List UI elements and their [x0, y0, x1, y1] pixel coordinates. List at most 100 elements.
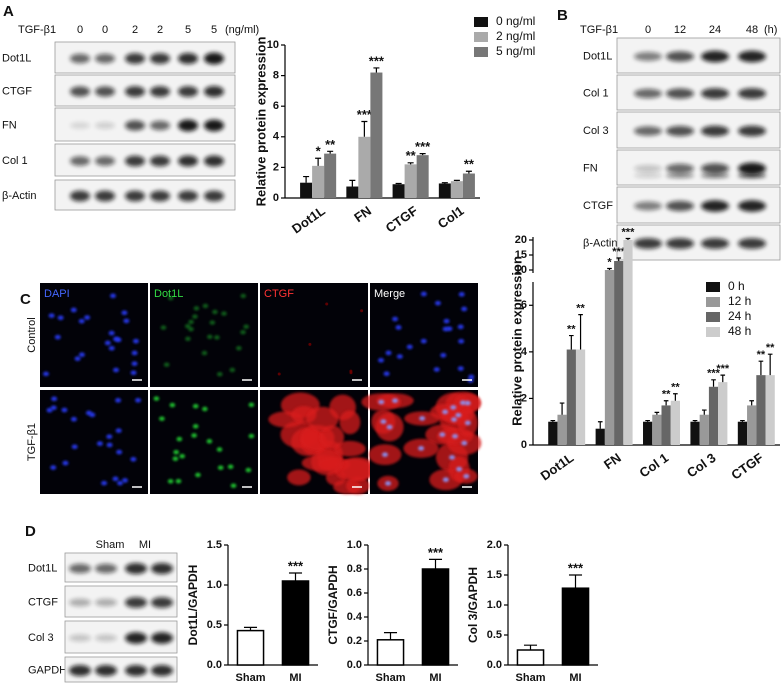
nucleus	[130, 456, 137, 462]
group-label: Sham	[96, 539, 125, 551]
nucleus	[50, 405, 57, 411]
bar	[392, 184, 405, 198]
nucleus	[392, 316, 399, 322]
nucleus	[104, 340, 111, 346]
nucleus	[386, 424, 393, 430]
nucleus	[451, 417, 458, 422]
error-bar	[315, 157, 322, 166]
blot-band	[634, 88, 662, 99]
error-bar	[758, 360, 764, 376]
nucleus	[131, 350, 138, 356]
x-tick-label: Col 3	[684, 450, 719, 481]
ctgf-stain	[311, 448, 343, 476]
x-tick-label: MI	[429, 672, 441, 684]
y-tick-label: 1.0	[207, 579, 222, 591]
blot-band	[701, 163, 729, 174]
blot-band	[666, 173, 694, 178]
significance: ***	[357, 107, 373, 122]
nucleus	[383, 371, 390, 377]
nucleus	[135, 397, 142, 403]
significance: ***	[612, 246, 626, 258]
nucleus	[61, 407, 68, 413]
dot1l-stain	[192, 314, 198, 319]
dot1l-stain	[195, 472, 201, 478]
y-axis-label: Col 3/GAPDH	[466, 567, 480, 643]
nucleus	[115, 337, 122, 343]
error-bar	[568, 574, 583, 589]
panel-letter: C	[20, 291, 31, 308]
nucleus	[420, 291, 427, 297]
error-bar	[395, 182, 402, 185]
nucleus	[381, 452, 388, 457]
blot-band	[204, 190, 224, 202]
bar	[416, 155, 429, 198]
blot-band	[701, 50, 729, 63]
treatment-label: TGF-β1	[18, 24, 56, 36]
dot1l-stain	[230, 483, 237, 488]
x-tick-label: Sham	[376, 672, 406, 684]
y-tick-label: 2	[273, 161, 279, 173]
dot1l-stain	[227, 464, 234, 469]
dot1l-stain	[245, 467, 252, 473]
dot1l-stain	[179, 453, 185, 459]
nucleus	[123, 318, 130, 324]
nucleus	[48, 313, 55, 318]
dot1l-stain	[167, 479, 174, 484]
bar	[300, 182, 313, 198]
bar	[462, 173, 475, 198]
nucleus	[385, 350, 392, 356]
y-axis-label: CTGF/GAPDH	[326, 565, 340, 644]
legend-label: 0 ng/ml	[496, 14, 535, 28]
blot-band	[204, 155, 224, 167]
ctgf-stain	[346, 477, 370, 495]
bar	[699, 414, 709, 445]
ctgf-stain	[277, 372, 281, 376]
lane-label: 5	[185, 24, 191, 36]
error-bar	[465, 170, 472, 174]
dot1l-stain	[172, 456, 179, 461]
bar	[737, 421, 748, 445]
blot-band	[738, 88, 766, 99]
blot-band	[95, 598, 117, 607]
nucleus	[380, 419, 387, 424]
nucleus	[85, 410, 92, 416]
significance: *	[607, 256, 612, 268]
nucleus	[131, 361, 138, 366]
error-bar	[663, 400, 669, 406]
dot1l-stain	[209, 320, 216, 325]
ctgf-stain	[360, 309, 364, 313]
y-tick-label: 0.6	[347, 587, 362, 599]
ctgf-stain	[319, 425, 345, 449]
blot-band	[634, 126, 662, 136]
bar	[548, 421, 558, 445]
y-tick-label: 10	[267, 39, 279, 51]
nucleus	[464, 420, 471, 426]
error-bar	[243, 626, 258, 631]
nucleus	[57, 315, 64, 321]
blot-band	[125, 632, 147, 644]
blot-row-label: β-Actin	[2, 190, 36, 202]
blot-band	[69, 664, 91, 677]
ctgf-stain	[287, 469, 311, 486]
x-tick-label: CTGF	[383, 203, 421, 236]
y-tick-label: 6	[521, 299, 527, 311]
blot-band	[95, 86, 115, 97]
y-tick-label: 1.5	[487, 569, 502, 581]
blot-band	[125, 155, 145, 167]
nucleus	[378, 357, 385, 363]
significance: **	[406, 148, 417, 163]
dot1l-stain	[207, 334, 213, 339]
lane-label: 12	[674, 24, 686, 36]
legend-label: 48 h	[728, 324, 751, 338]
blot-band	[69, 563, 91, 574]
panel-letter: B	[557, 7, 568, 24]
x-tick-label: Sham	[516, 672, 546, 684]
bar	[566, 349, 576, 445]
nucleus	[132, 338, 139, 344]
nucleus	[418, 446, 425, 451]
significance: *	[316, 144, 322, 159]
bar	[690, 421, 700, 445]
error-bar	[569, 334, 574, 350]
dot1l-stain	[216, 371, 223, 377]
y-tick-label: 0	[273, 192, 279, 204]
